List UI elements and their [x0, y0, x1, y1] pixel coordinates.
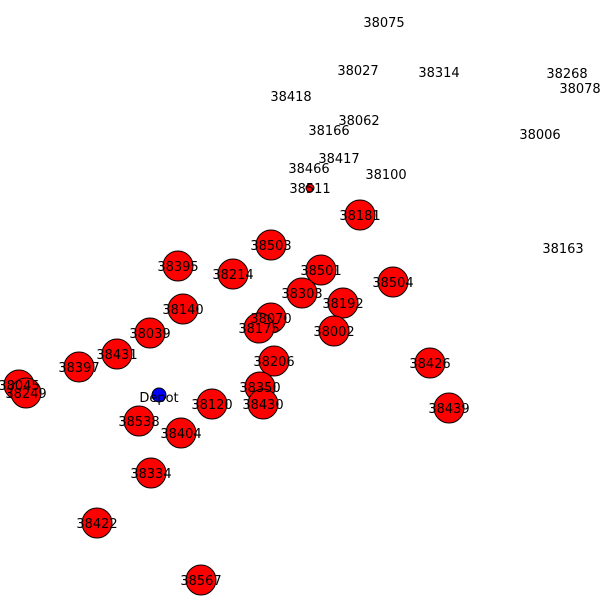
node-label-38503: 38503	[250, 239, 291, 254]
node-label-38303: 38303	[281, 287, 322, 302]
node-label-38075: 38075	[363, 16, 404, 31]
node-label-38504: 38504	[372, 276, 413, 291]
node-label-38045: 38045	[0, 379, 40, 394]
node-marker-38395	[162, 250, 194, 282]
node-label-38070: 38070	[250, 312, 291, 327]
node-marker-38249	[10, 377, 42, 409]
node-label-38426: 38426	[409, 357, 450, 372]
node-label-38006: 38006	[519, 128, 560, 143]
node-label-38214: 38214	[212, 268, 253, 283]
node-label-38249: 38249	[5, 387, 46, 402]
node-marker-38567	[185, 564, 217, 596]
node-marker-38140	[167, 293, 199, 325]
node-marker-38504	[377, 266, 409, 298]
node-label-38027: 38027	[337, 64, 378, 79]
node-label-38268: 38268	[546, 67, 587, 82]
node-label-38181: 38181	[339, 209, 380, 224]
node-marker-38511	[305, 183, 315, 193]
node-label-38439: 38439	[428, 402, 469, 417]
node-label-38422: 38422	[76, 517, 117, 532]
node-marker-38439	[433, 392, 465, 424]
node-label-38120: 38120	[191, 398, 232, 413]
node-label-38350: 38350	[239, 381, 280, 396]
node-marker-38303	[286, 277, 318, 309]
node-label-38175: 38175	[238, 322, 279, 337]
node-label-38002: 38002	[313, 325, 354, 340]
node-marker-38002	[318, 315, 350, 347]
depot-label: Depot	[139, 391, 178, 406]
node-marker-38192	[327, 287, 359, 319]
node-label-38404: 38404	[160, 427, 201, 442]
node-label-38206: 38206	[253, 355, 294, 370]
node-marker-38501	[305, 254, 337, 286]
node-label-38538: 38538	[118, 415, 159, 430]
node-marker-38397	[63, 351, 95, 383]
node-marker-38175	[243, 312, 275, 344]
node-marker-38039	[134, 317, 166, 349]
node-label-38192: 38192	[322, 297, 363, 312]
node-label-38100: 38100	[365, 168, 406, 183]
depot-group: Depot	[139, 387, 179, 406]
node-label-38163: 38163	[542, 242, 583, 257]
node-marker-38538	[123, 405, 155, 437]
node-label-38466: 38466	[288, 162, 329, 177]
depot-marker	[151, 387, 167, 403]
node-label-38501: 38501	[300, 264, 341, 279]
node-label-38140: 38140	[162, 303, 203, 318]
node-marker-38206	[258, 345, 290, 377]
node-label-38395: 38395	[157, 260, 198, 275]
node-marker-38422	[81, 507, 113, 539]
node-label-38078: 38078	[559, 82, 600, 97]
node-marker-38503	[255, 229, 287, 261]
node-label-38397: 38397	[58, 361, 99, 376]
node-label-38062: 38062	[338, 114, 379, 129]
node-marker-38430	[247, 388, 279, 420]
node-label-38567: 38567	[180, 574, 221, 589]
node-label-38039: 38039	[129, 327, 170, 342]
node-label-38431: 38431	[96, 348, 137, 363]
node-marker-38404	[165, 417, 197, 449]
node-marker-38334	[135, 457, 167, 489]
node-marker-38431	[101, 338, 133, 370]
node-marker-38214	[217, 258, 249, 290]
node-label-38430: 38430	[242, 398, 283, 413]
node-label-38314: 38314	[418, 66, 459, 81]
node-label-38166: 38166	[308, 124, 349, 139]
node-marker-38426	[414, 347, 446, 379]
node-label-38334: 38334	[130, 467, 171, 482]
node-marker-38120	[196, 388, 228, 420]
node-label-38418: 38418	[270, 90, 311, 105]
node-label-38417: 38417	[318, 152, 359, 167]
node-label-38511: 38511	[289, 182, 330, 197]
node-marker-38181	[344, 199, 376, 231]
